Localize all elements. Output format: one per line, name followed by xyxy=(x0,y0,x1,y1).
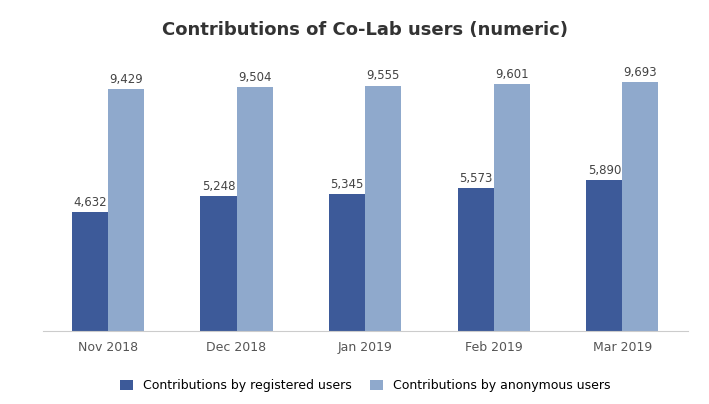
Text: 5,890: 5,890 xyxy=(588,164,621,177)
Bar xyxy=(237,87,272,331)
Title: Contributions of Co-Lab users (numeric): Contributions of Co-Lab users (numeric) xyxy=(162,21,568,39)
Bar xyxy=(72,212,108,331)
Bar xyxy=(458,188,493,331)
Bar xyxy=(493,84,530,331)
Bar xyxy=(108,89,144,331)
Bar xyxy=(329,194,365,331)
Bar xyxy=(623,82,659,331)
Text: 5,248: 5,248 xyxy=(202,180,235,193)
Bar xyxy=(365,86,401,331)
Text: 9,429: 9,429 xyxy=(109,73,143,86)
Text: 4,632: 4,632 xyxy=(73,196,106,209)
Text: 5,345: 5,345 xyxy=(330,177,364,191)
Legend: Contributions by registered users, Contributions by anonymous users: Contributions by registered users, Contr… xyxy=(115,374,615,397)
Text: 9,693: 9,693 xyxy=(624,66,657,79)
Bar xyxy=(201,196,237,331)
Text: 9,601: 9,601 xyxy=(495,68,529,81)
Bar xyxy=(586,180,623,331)
Text: 9,504: 9,504 xyxy=(238,71,272,84)
Text: 5,573: 5,573 xyxy=(459,172,493,185)
Text: 9,555: 9,555 xyxy=(367,69,400,82)
